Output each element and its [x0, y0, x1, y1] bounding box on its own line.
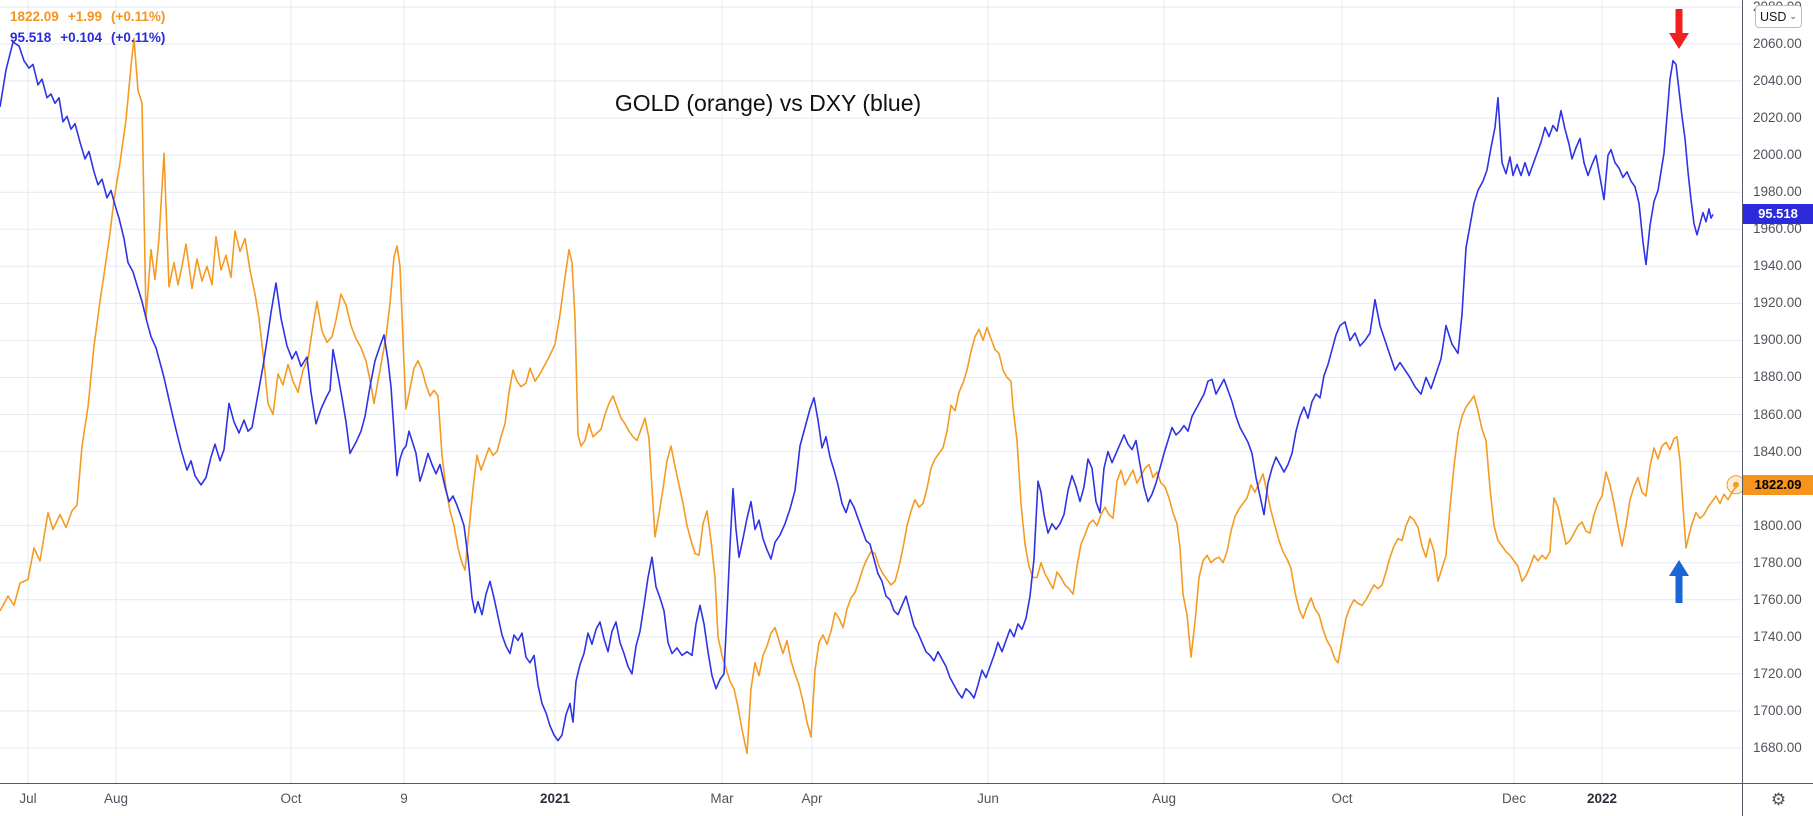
gold-change: +1.99: [67, 9, 102, 24]
price-tick-label: 1880.00: [1753, 369, 1802, 385]
series-line-dxy[interactable]: [0, 41, 1714, 742]
price-chart-plot[interactable]: [0, 0, 1742, 783]
price-tick-label: 1900.00: [1753, 332, 1802, 348]
price-tick-label: 1680.00: [1753, 739, 1802, 755]
price-tick-label: 1740.00: [1753, 628, 1802, 644]
gold-last-point-dot: [1733, 481, 1739, 488]
price-tick-label: 1980.00: [1753, 184, 1802, 200]
price-tick-label: 2040.00: [1753, 73, 1802, 89]
chevron-down-icon: ⌄: [1789, 11, 1797, 21]
time-tick-label-mar: Mar: [710, 791, 734, 806]
gear-icon[interactable]: ⚙: [1770, 789, 1787, 810]
gold-last-value: 1822.09: [10, 9, 59, 24]
time-tick-label-2021: 2021: [539, 791, 571, 806]
legend: 1822.09 +1.99 (+0.11%) 95.518 +0.104 (+0.11%…: [10, 6, 174, 48]
time-axis[interactable]: Jul Aug Oct 9 2021 Mar Apr Jun Aug Oct Dec 2022: [0, 783, 1813, 816]
red-down-arrow-annotation[interactable]: [1669, 9, 1689, 49]
time-tick-label-apr: Apr: [801, 791, 823, 806]
chart-title: GOLD (orange) vs DXY (blue): [614, 90, 922, 116]
price-tick-label: 1960.00: [1753, 221, 1802, 237]
gold-price-badge: 1822.09: [1743, 474, 1813, 495]
dxy-change: +0.104: [60, 30, 102, 45]
time-tick-label-jul: Jul: [19, 791, 37, 806]
gold-change-pct: (+0.11%): [110, 9, 166, 24]
price-tick-label: 1800.00: [1753, 517, 1802, 533]
currency-selector-dropdown[interactable]: USD ⌄: [1755, 5, 1802, 28]
price-tick-label: 1920.00: [1753, 295, 1802, 311]
dxy-price-badge: 95.518: [1743, 204, 1813, 225]
blue-up-arrow-annotation[interactable]: [1669, 560, 1689, 603]
time-tick-label-9: 9: [400, 791, 408, 806]
legend-row-gold[interactable]: 1822.09 +1.99 (+0.11%): [10, 6, 174, 27]
price-tick-label: 1700.00: [1753, 702, 1802, 718]
price-tick-label: 1840.00: [1753, 443, 1802, 459]
dxy-last-value: 95.518: [10, 30, 52, 45]
time-tick-label-aug: Aug: [103, 791, 129, 806]
price-tick-label: 1720.00: [1753, 665, 1802, 681]
time-tick-label-oct: Oct: [280, 791, 302, 806]
legend-row-dxy[interactable]: 95.518 +0.104 (+0.11%): [10, 27, 174, 48]
currency-selector-label: USD: [1760, 9, 1787, 24]
price-axis[interactable]: 1680.00 1700.00 1720.00 1740.00 1760.00 1780.…: [1742, 0, 1813, 783]
time-tick-label-2022: 2022: [1586, 791, 1618, 806]
dxy-change-pct: (+0.11%): [110, 30, 166, 45]
price-tick-label: 1780.00: [1753, 554, 1802, 570]
time-tick-label-dec: Dec: [1501, 791, 1527, 806]
price-tick-label: 2060.00: [1753, 36, 1802, 51]
price-tick-label: 1760.00: [1753, 591, 1802, 607]
time-tick-label-aug: Aug: [1151, 791, 1177, 806]
price-tick-label: 2020.00: [1753, 110, 1802, 126]
axis-settings-cell: ⚙: [1742, 783, 1813, 816]
time-tick-label-jun: Jun: [977, 791, 999, 806]
series-line-gold[interactable]: [0, 37, 1739, 755]
price-tick-label: 1940.00: [1753, 258, 1802, 274]
price-tick-label: 1860.00: [1753, 406, 1802, 422]
time-tick-label-oct: Oct: [1331, 791, 1353, 806]
price-tick-label: 2000.00: [1753, 147, 1802, 163]
